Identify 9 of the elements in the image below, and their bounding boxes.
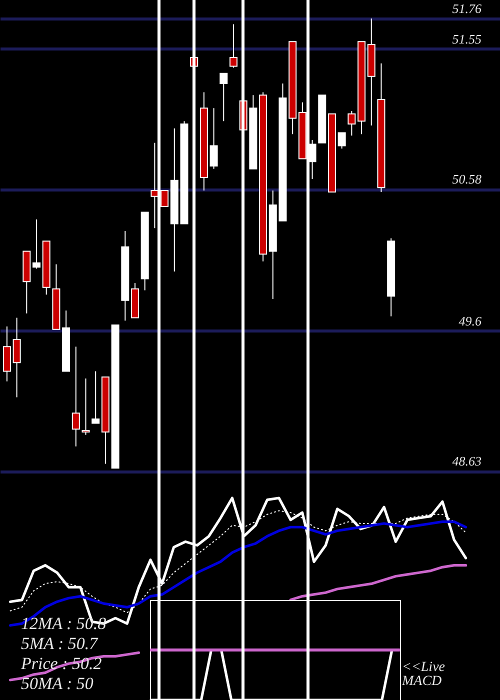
- annotation: 5MA : 50.7: [21, 634, 100, 653]
- y-tick-label: 51.55: [452, 31, 482, 46]
- y-tick-label: 49.6: [458, 313, 482, 328]
- annotation: <<Live MACD: [401, 660, 445, 689]
- y-tick-label: 51.76: [452, 1, 482, 16]
- annotation: 50MA : 50: [21, 674, 94, 693]
- annotation: 12MA : 50.8: [21, 614, 107, 633]
- y-tick-label: 50.58: [452, 172, 482, 187]
- y-tick-label: 48.63: [452, 454, 482, 468]
